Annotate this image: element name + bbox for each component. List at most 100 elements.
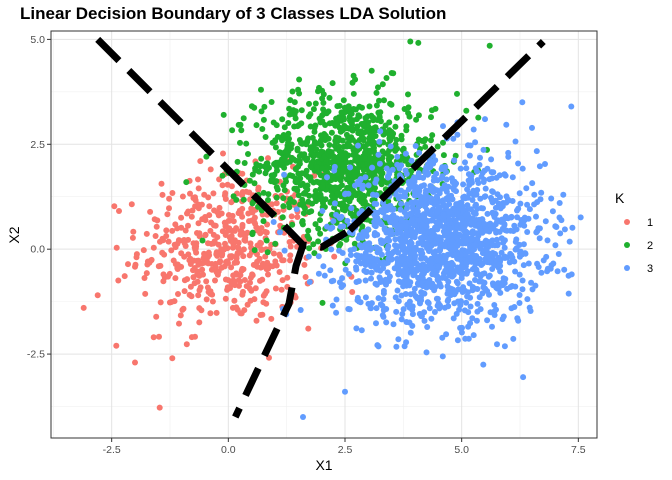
data-point xyxy=(520,218,527,225)
data-point xyxy=(529,124,535,131)
data-point xyxy=(281,187,288,194)
data-point xyxy=(519,99,526,106)
data-point xyxy=(304,182,311,189)
legend-label-3: 3 xyxy=(647,263,653,275)
data-point xyxy=(405,91,411,98)
data-point xyxy=(160,271,167,278)
data-point xyxy=(374,214,381,221)
data-point xyxy=(359,185,366,192)
data-point xyxy=(520,374,527,381)
data-point xyxy=(424,207,430,213)
data-point xyxy=(558,217,565,224)
data-point xyxy=(332,137,339,144)
data-point xyxy=(263,288,270,295)
data-point xyxy=(197,158,204,165)
data-point xyxy=(453,188,459,195)
data-point xyxy=(484,253,491,260)
data-point xyxy=(375,84,381,91)
data-point xyxy=(422,143,429,150)
data-point xyxy=(182,227,189,234)
data-point xyxy=(464,211,471,218)
data-point xyxy=(380,296,387,303)
data-point xyxy=(331,185,338,192)
data-point xyxy=(318,148,325,155)
data-point xyxy=(417,193,424,200)
data-point xyxy=(239,170,246,177)
data-point xyxy=(355,142,361,149)
data-point xyxy=(453,251,460,258)
data-point xyxy=(420,211,427,218)
data-point xyxy=(443,169,450,175)
data-point xyxy=(443,238,450,245)
data-point xyxy=(505,153,512,160)
data-point xyxy=(156,333,162,340)
data-point xyxy=(309,200,316,207)
data-point xyxy=(428,114,434,121)
data-point xyxy=(292,115,299,122)
data-point xyxy=(362,250,369,256)
data-point xyxy=(514,207,520,214)
data-point xyxy=(342,266,349,273)
data-point xyxy=(306,245,313,252)
data-point xyxy=(218,210,225,217)
data-point xyxy=(268,201,275,208)
data-point xyxy=(387,219,394,226)
data-point xyxy=(338,152,345,159)
data-point xyxy=(321,272,328,279)
data-point xyxy=(413,116,420,123)
data-point xyxy=(165,238,172,245)
data-point xyxy=(498,216,505,223)
data-point xyxy=(519,277,526,284)
data-point xyxy=(462,335,469,342)
data-point xyxy=(454,131,461,138)
data-point xyxy=(365,226,372,233)
data-point xyxy=(168,247,175,254)
data-point xyxy=(207,166,214,173)
boundary-layer xyxy=(95,36,546,419)
data-point xyxy=(348,110,355,117)
data-point xyxy=(299,140,306,147)
data-point xyxy=(360,167,367,174)
data-point xyxy=(143,270,150,277)
data-point xyxy=(439,164,446,171)
data-point xyxy=(338,201,345,208)
data-point xyxy=(240,246,247,253)
data-point xyxy=(439,185,446,192)
data-point xyxy=(435,219,442,226)
data-point xyxy=(465,323,472,330)
data-point xyxy=(132,261,139,268)
data-point xyxy=(412,143,419,149)
legend-label-1: 1 xyxy=(647,217,653,229)
data-point xyxy=(402,167,409,174)
data-point xyxy=(383,165,390,172)
data-point xyxy=(212,264,219,271)
data-point xyxy=(319,197,326,204)
data-point xyxy=(506,259,513,266)
data-point xyxy=(450,261,456,268)
data-point xyxy=(375,295,382,302)
data-point xyxy=(301,151,308,158)
data-point xyxy=(160,237,167,244)
data-point xyxy=(241,160,248,166)
data-point xyxy=(331,167,338,174)
data-point xyxy=(457,298,464,305)
data-point xyxy=(468,179,475,186)
data-point xyxy=(484,317,491,324)
data-point xyxy=(312,188,319,194)
data-point xyxy=(326,94,333,101)
data-point xyxy=(393,114,400,121)
series-3 xyxy=(270,99,584,420)
data-point xyxy=(166,195,173,202)
data-point xyxy=(260,218,267,225)
data-point xyxy=(195,292,202,299)
data-point xyxy=(394,287,401,294)
data-point xyxy=(415,39,422,46)
data-point xyxy=(301,261,308,268)
data-point xyxy=(533,148,540,155)
data-point xyxy=(347,164,354,171)
data-point xyxy=(513,226,520,233)
data-point xyxy=(270,219,277,225)
data-point xyxy=(277,229,283,236)
x-tick-label: 7.5 xyxy=(571,444,586,456)
data-point xyxy=(246,177,253,184)
